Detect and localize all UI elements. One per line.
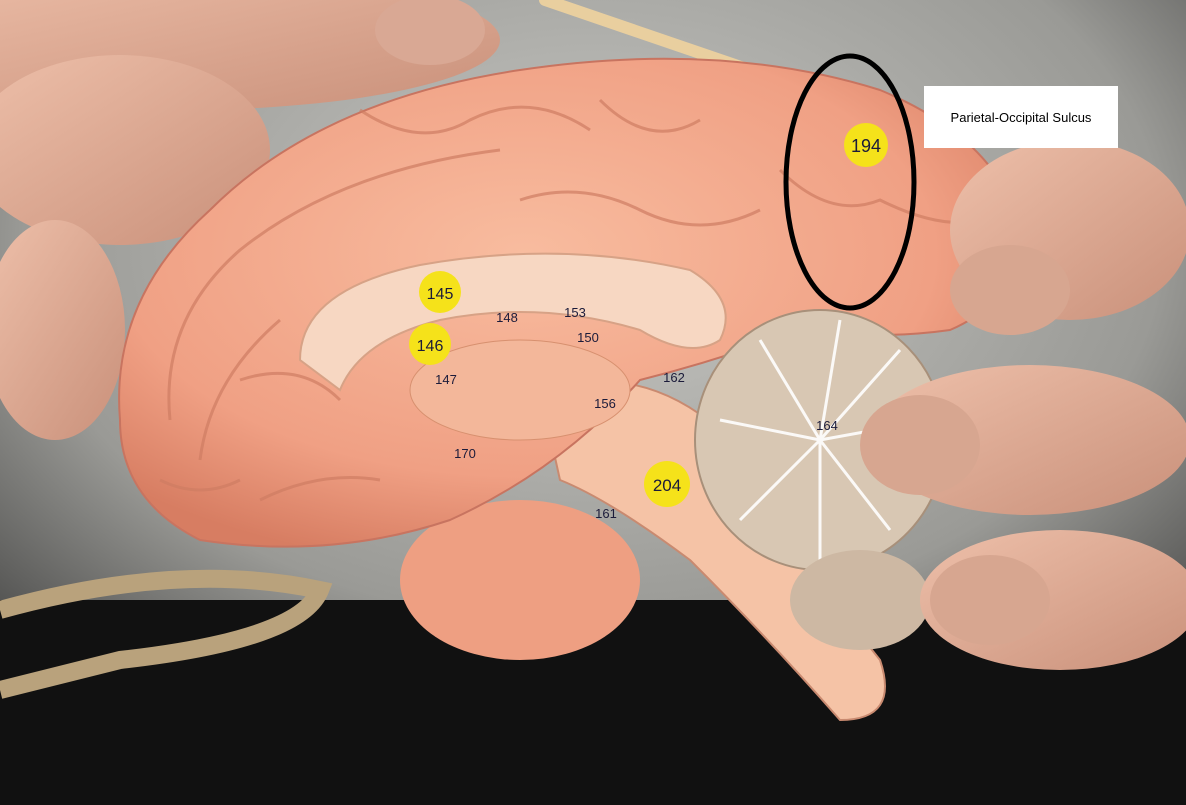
tag-170: 170: [454, 446, 476, 461]
tag-204: 204: [653, 476, 681, 495]
tag-162: 162: [663, 370, 685, 385]
tag-153: 153: [564, 305, 586, 320]
annotation-label-text: Parietal-Occipital Sulcus: [950, 109, 1092, 125]
thalamus-area: [409, 339, 631, 441]
corpus-callosum: [298, 252, 727, 392]
handwritten-numbers: 147 148 153 150 156 161 162 164 170: [435, 305, 838, 521]
annotation-label: Parietal-Occipital Sulcus: [924, 86, 1118, 148]
tag-156: 156: [594, 396, 616, 411]
temporal-lobe: [400, 500, 640, 660]
gyri-lines: [159, 98, 981, 502]
tag-194: 194: [851, 136, 881, 156]
tag-147: 147: [435, 372, 457, 387]
tag-161: 161: [595, 506, 617, 521]
left-hand: [0, 0, 500, 440]
brainstem: [538, 380, 886, 722]
rubber-band: [0, 569, 333, 699]
sulcus-highlight-circle: [783, 53, 917, 311]
tag-146: 146: [417, 338, 444, 355]
tag-194-sticker: 194: [844, 123, 888, 167]
tag-204-sticker: 204: [644, 461, 690, 507]
tag-148: 148: [496, 310, 518, 325]
right-hand: [860, 140, 1186, 670]
tag-145: 145: [427, 286, 454, 303]
tag-145-sticker: 145: [419, 271, 461, 313]
cerebellum: [694, 309, 946, 650]
tag-164: 164: [816, 418, 838, 433]
tag-146-sticker: 146: [409, 323, 451, 365]
tag-150: 150: [577, 330, 599, 345]
